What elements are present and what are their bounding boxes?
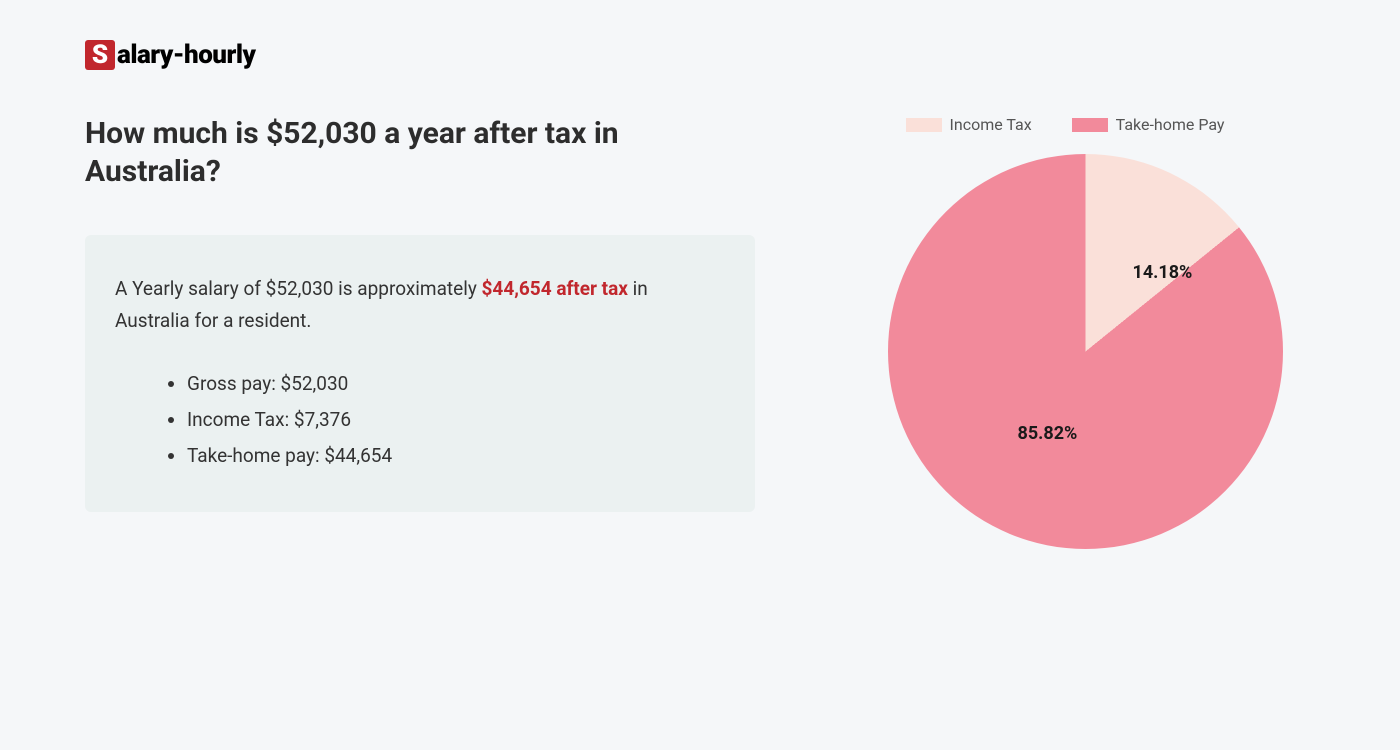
page-heading: How much is $52,030 a year after tax in … (85, 115, 755, 190)
logo-text: alary-hourly (117, 40, 255, 70)
legend-item-home: Take-home Pay (1072, 115, 1225, 134)
pie-chart: 14.18% 85.82% (888, 154, 1283, 549)
logo: S alary-hourly (85, 40, 1315, 70)
list-item: Gross pay: $52,030 (187, 366, 725, 402)
chart-legend: Income Tax Take-home Pay (855, 115, 1315, 134)
legend-swatch-home (1072, 118, 1108, 132)
pie-label-tax: 14.18% (1133, 262, 1193, 283)
list-item: Take-home pay: $44,654 (187, 438, 725, 474)
info-box: A Yearly salary of $52,030 is approximat… (85, 235, 755, 512)
pie-label-home: 85.82% (1018, 423, 1078, 444)
legend-swatch-tax (906, 118, 942, 132)
left-column: How much is $52,030 a year after tax in … (85, 115, 755, 549)
list-item: Income Tax: $7,376 (187, 402, 725, 438)
legend-label-home: Take-home Pay (1116, 115, 1225, 134)
summary-pre: A Yearly salary of $52,030 is approximat… (115, 277, 482, 300)
logo-badge: S (85, 40, 115, 70)
summary-text: A Yearly salary of $52,030 is approximat… (115, 273, 725, 338)
legend-item-tax: Income Tax (906, 115, 1032, 134)
legend-label-tax: Income Tax (950, 115, 1032, 134)
pie-body (888, 154, 1283, 549)
main-content: How much is $52,030 a year after tax in … (85, 115, 1315, 549)
bullet-list: Gross pay: $52,030 Income Tax: $7,376 Ta… (115, 366, 725, 474)
right-column: Income Tax Take-home Pay 14.18% 85.82% (775, 115, 1315, 549)
summary-highlight: $44,654 after tax (482, 277, 628, 300)
